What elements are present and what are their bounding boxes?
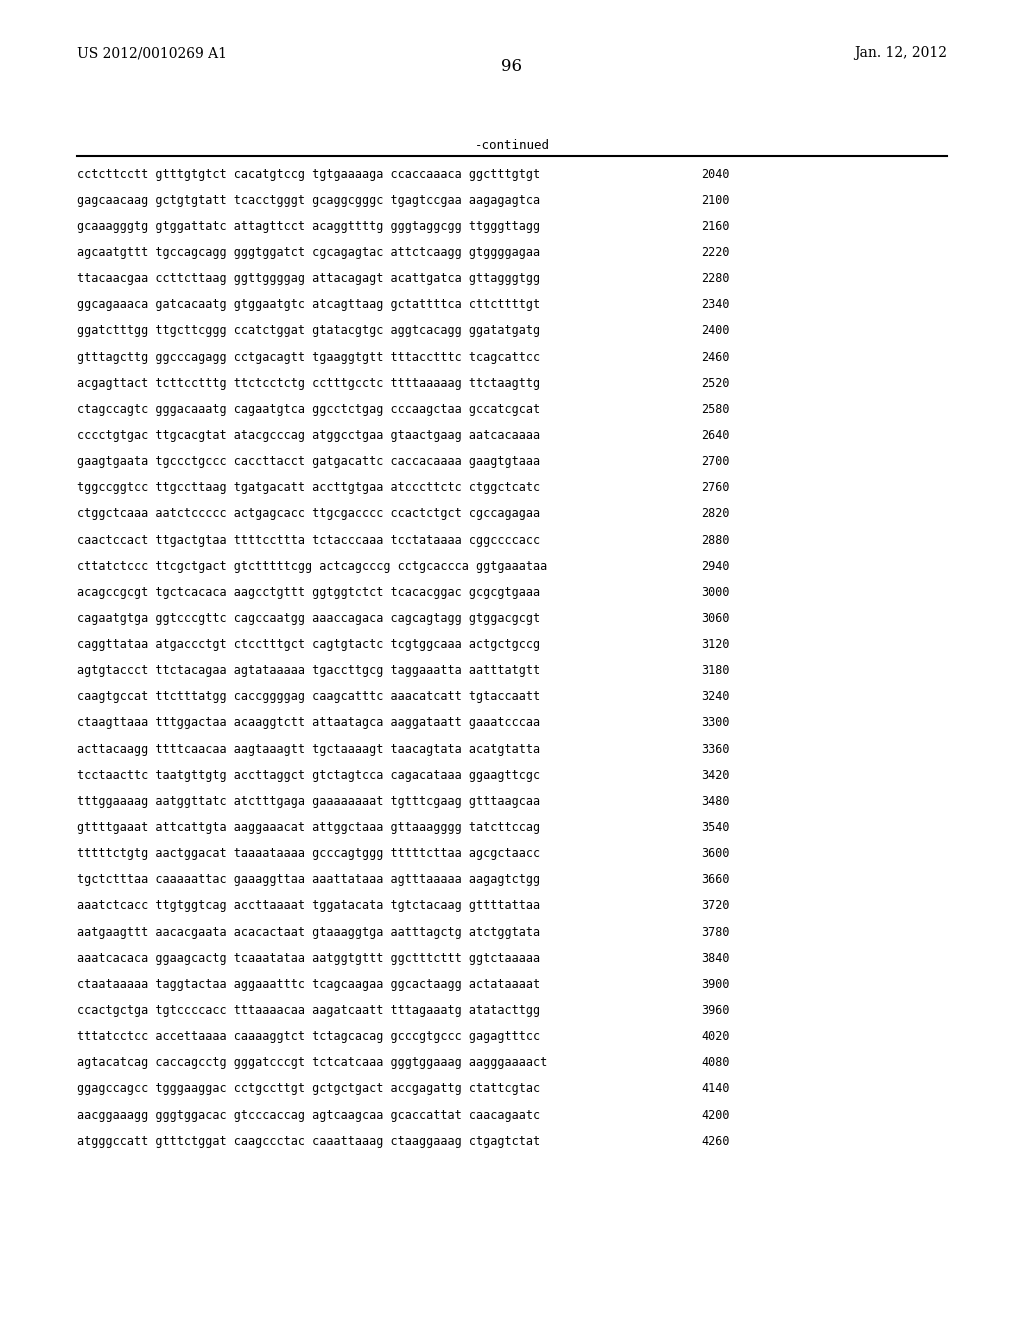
Text: 3120: 3120 (701, 638, 730, 651)
Text: tttggaaaag aatggttatc atctttgaga gaaaaaaaat tgtttcgaag gtttaagcaa: tttggaaaag aatggttatc atctttgaga gaaaaaa… (77, 795, 540, 808)
Text: 2820: 2820 (701, 507, 730, 520)
Text: gagcaacaag gctgtgtatt tcacctgggt gcaggcgggc tgagtccgaa aagagagtca: gagcaacaag gctgtgtatt tcacctgggt gcaggcg… (77, 194, 540, 207)
Text: acgagttact tcttcctttg ttctcctctg cctttgcctc ttttaaaaag ttctaagttg: acgagttact tcttcctttg ttctcctctg cctttgc… (77, 376, 540, 389)
Text: acagccgcgt tgctcacaca aagcctgttt ggtggtctct tcacacggac gcgcgtgaaa: acagccgcgt tgctcacaca aagcctgttt ggtggtc… (77, 586, 540, 599)
Text: aatgaagttt aacacgaata acacactaat gtaaaggtga aatttagctg atctggtata: aatgaagttt aacacgaata acacactaat gtaaagg… (77, 925, 540, 939)
Text: -continued: -continued (474, 139, 550, 152)
Text: ggatctttgg ttgcttcggg ccatctggat gtatacgtgc aggtcacagg ggatatgatg: ggatctttgg ttgcttcggg ccatctggat gtatacg… (77, 325, 540, 338)
Text: tgctctttaa caaaaattac gaaaggttaa aaattataaa agtttaaaaa aagagtctgg: tgctctttaa caaaaattac gaaaggttaa aaattat… (77, 874, 540, 886)
Text: 3720: 3720 (701, 899, 730, 912)
Text: 2460: 2460 (701, 351, 730, 363)
Text: 2880: 2880 (701, 533, 730, 546)
Text: 2520: 2520 (701, 376, 730, 389)
Text: 2100: 2100 (701, 194, 730, 207)
Text: 3180: 3180 (701, 664, 730, 677)
Text: 4260: 4260 (701, 1135, 730, 1147)
Text: 4140: 4140 (701, 1082, 730, 1096)
Text: acttacaagg ttttcaacaa aagtaaagtt tgctaaaagt taacagtata acatgtatta: acttacaagg ttttcaacaa aagtaaagtt tgctaaa… (77, 743, 540, 755)
Text: gaagtgaata tgccctgccc caccttacct gatgacattc caccacaaaa gaagtgtaaa: gaagtgaata tgccctgccc caccttacct gatgaca… (77, 455, 540, 469)
Text: cagaatgtga ggtcccgttc cagccaatgg aaaccagaca cagcagtagg gtggacgcgt: cagaatgtga ggtcccgttc cagccaatgg aaaccag… (77, 612, 540, 624)
Text: 3900: 3900 (701, 978, 730, 991)
Text: aaatctcacc ttgtggtcag accttaaaat tggatacata tgtctacaag gttttattaa: aaatctcacc ttgtggtcag accttaaaat tggatac… (77, 899, 540, 912)
Text: ctagccagtc gggacaaatg cagaatgtca ggcctctgag cccaagctaa gccatcgcat: ctagccagtc gggacaaatg cagaatgtca ggcctct… (77, 403, 540, 416)
Text: 3660: 3660 (701, 874, 730, 886)
Text: 2280: 2280 (701, 272, 730, 285)
Text: 96: 96 (502, 58, 522, 75)
Text: gcaaagggtg gtggattatc attagttcct acaggttttg gggtaggcgg ttgggttagg: gcaaagggtg gtggattatc attagttcct acaggtt… (77, 220, 540, 232)
Text: 3840: 3840 (701, 952, 730, 965)
Text: ggcagaaaca gatcacaatg gtggaatgtc atcagttaag gctattttca cttcttttgt: ggcagaaaca gatcacaatg gtggaatgtc atcagtt… (77, 298, 540, 312)
Text: caagtgccat ttctttatgg caccggggag caagcatttc aaacatcatt tgtaccaatt: caagtgccat ttctttatgg caccggggag caagcat… (77, 690, 540, 704)
Text: 3000: 3000 (701, 586, 730, 599)
Text: agcaatgttt tgccagcagg gggtggatct cgcagagtac attctcaagg gtggggagaa: agcaatgttt tgccagcagg gggtggatct cgcagag… (77, 246, 540, 259)
Text: 2940: 2940 (701, 560, 730, 573)
Text: 3780: 3780 (701, 925, 730, 939)
Text: 2340: 2340 (701, 298, 730, 312)
Text: 3420: 3420 (701, 768, 730, 781)
Text: 4200: 4200 (701, 1109, 730, 1122)
Text: tttatcctcc accettaaaa caaaaggtct tctagcacag gcccgtgccc gagagtttcc: tttatcctcc accettaaaa caaaaggtct tctagca… (77, 1030, 540, 1043)
Text: 3480: 3480 (701, 795, 730, 808)
Text: aaatcacaca ggaagcactg tcaaatataa aatggtgttt ggctttcttt ggtctaaaaa: aaatcacaca ggaagcactg tcaaatataa aatggtg… (77, 952, 540, 965)
Text: 3540: 3540 (701, 821, 730, 834)
Text: 2760: 2760 (701, 482, 730, 494)
Text: 3960: 3960 (701, 1005, 730, 1016)
Text: aacggaaagg gggtggacac gtcccaccag agtcaagcaa gcaccattat caacagaatc: aacggaaagg gggtggacac gtcccaccag agtcaag… (77, 1109, 540, 1122)
Text: 2220: 2220 (701, 246, 730, 259)
Text: cccctgtgac ttgcacgtat atacgcccag atggcctgaa gtaactgaag aatcacaaaa: cccctgtgac ttgcacgtat atacgcccag atggcct… (77, 429, 540, 442)
Text: Jan. 12, 2012: Jan. 12, 2012 (854, 46, 947, 61)
Text: 2580: 2580 (701, 403, 730, 416)
Text: 2640: 2640 (701, 429, 730, 442)
Text: ctaataaaaa taggtactaa aggaaatttc tcagcaagaa ggcactaagg actataaaat: ctaataaaaa taggtactaa aggaaatttc tcagcaa… (77, 978, 540, 991)
Text: 2700: 2700 (701, 455, 730, 469)
Text: cttatctccc ttcgctgact gtctttttcgg actcagcccg cctgcaccca ggtgaaataa: cttatctccc ttcgctgact gtctttttcgg actcag… (77, 560, 547, 573)
Text: 2160: 2160 (701, 220, 730, 232)
Text: 3600: 3600 (701, 847, 730, 861)
Text: 3240: 3240 (701, 690, 730, 704)
Text: atgggccatt gtttctggat caagccctac caaattaaag ctaaggaaag ctgagtctat: atgggccatt gtttctggat caagccctac caaatta… (77, 1135, 540, 1147)
Text: 4080: 4080 (701, 1056, 730, 1069)
Text: gtttagcttg ggcccagagg cctgacagtt tgaaggtgtt tttacctttc tcagcattcc: gtttagcttg ggcccagagg cctgacagtt tgaaggt… (77, 351, 540, 363)
Text: ctggctcaaa aatctccccc actgagcacc ttgcgacccc ccactctgct cgccagagaa: ctggctcaaa aatctccccc actgagcacc ttgcgac… (77, 507, 540, 520)
Text: 2400: 2400 (701, 325, 730, 338)
Text: tcctaacttc taatgttgtg accttaggct gtctagtcca cagacataaa ggaagttcgc: tcctaacttc taatgttgtg accttaggct gtctagt… (77, 768, 540, 781)
Text: 3360: 3360 (701, 743, 730, 755)
Text: agtacatcag caccagcctg gggatcccgt tctcatcaaa gggtggaaag aagggaaaact: agtacatcag caccagcctg gggatcccgt tctcatc… (77, 1056, 547, 1069)
Text: 4020: 4020 (701, 1030, 730, 1043)
Text: gttttgaaat attcattgta aaggaaacat attggctaaa gttaaagggg tatcttccag: gttttgaaat attcattgta aaggaaacat attggct… (77, 821, 540, 834)
Text: ttacaacgaa ccttcttaag ggttggggag attacagagt acattgatca gttagggtgg: ttacaacgaa ccttcttaag ggttggggag attacag… (77, 272, 540, 285)
Text: ctaagttaaa tttggactaa acaaggtctt attaatagca aaggataatt gaaatcccaa: ctaagttaaa tttggactaa acaaggtctt attaata… (77, 717, 540, 730)
Text: 3300: 3300 (701, 717, 730, 730)
Text: cctcttcctt gtttgtgtct cacatgtccg tgtgaaaaga ccaccaaaca ggctttgtgt: cctcttcctt gtttgtgtct cacatgtccg tgtgaaa… (77, 168, 540, 181)
Text: tttttctgtg aactggacat taaaataaaa gcccagtggg tttttcttaa agcgctaacc: tttttctgtg aactggacat taaaataaaa gcccagt… (77, 847, 540, 861)
Text: 2040: 2040 (701, 168, 730, 181)
Text: US 2012/0010269 A1: US 2012/0010269 A1 (77, 46, 226, 61)
Text: caactccact ttgactgtaa ttttccttta tctacccaaa tcctataaaa cggccccacc: caactccact ttgactgtaa ttttccttta tctaccc… (77, 533, 540, 546)
Text: 3060: 3060 (701, 612, 730, 624)
Text: ggagccagcc tgggaaggac cctgccttgt gctgctgact accgagattg ctattcgtac: ggagccagcc tgggaaggac cctgccttgt gctgctg… (77, 1082, 540, 1096)
Text: ccactgctga tgtccccacc tttaaaacaa aagatcaatt tttagaaatg atatacttgg: ccactgctga tgtccccacc tttaaaacaa aagatca… (77, 1005, 540, 1016)
Text: tggccggtcc ttgccttaag tgatgacatt accttgtgaa atcccttctc ctggctcatc: tggccggtcc ttgccttaag tgatgacatt accttgt… (77, 482, 540, 494)
Text: caggttataa atgaccctgt ctcctttgct cagtgtactc tcgtggcaaa actgctgccg: caggttataa atgaccctgt ctcctttgct cagtgta… (77, 638, 540, 651)
Text: agtgtaccct ttctacagaa agtataaaaa tgaccttgcg taggaaatta aatttatgtt: agtgtaccct ttctacagaa agtataaaaa tgacctt… (77, 664, 540, 677)
